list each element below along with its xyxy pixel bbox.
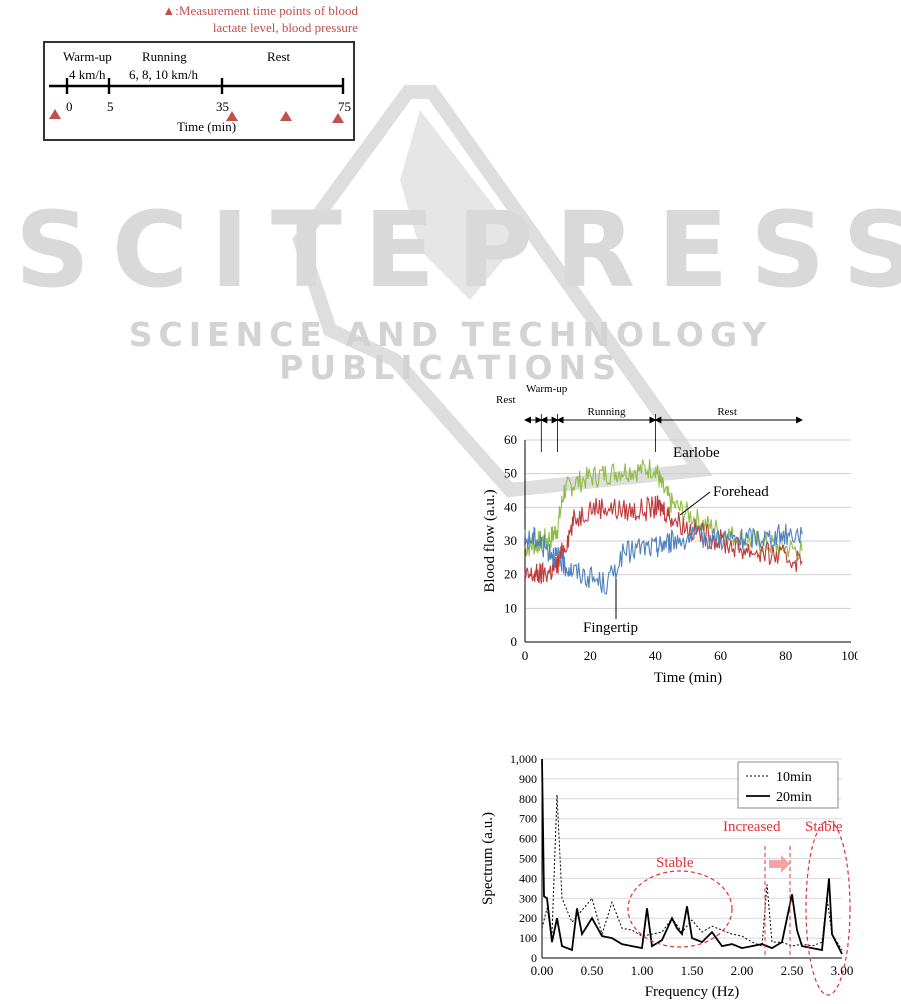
- triangle-marker-icon: ▲: [162, 3, 176, 18]
- legend-line-1: ▲:Measurement time points of blood: [138, 2, 358, 19]
- x-tick-label: 0.50: [581, 963, 604, 978]
- phase-running-label: Running: [142, 49, 187, 64]
- phase-running-speed: 6, 8, 10 km/h: [129, 67, 198, 82]
- x-axis-label: Frequency (Hz): [645, 984, 740, 1000]
- annotation-label: Stable: [656, 855, 694, 871]
- y-tick-label: 600: [519, 832, 537, 846]
- x-tick-label: 60: [714, 648, 727, 663]
- x-tick-label: 80: [779, 648, 792, 663]
- y-tick-label: 900: [519, 772, 537, 786]
- y-tick-label: 40: [504, 499, 517, 514]
- y-tick-label: 0: [531, 951, 537, 965]
- y-axis-label: Blood flow (a.u.): [482, 489, 498, 592]
- watermark-subtitle: SCIENCE AND TECHNOLOGY PUBLICATIONS: [128, 315, 773, 387]
- y-tick-label: 60: [504, 432, 517, 447]
- series-fingertip-line: [524, 523, 803, 595]
- tick-label: 75: [338, 99, 351, 114]
- legend-box: [737, 761, 839, 809]
- chart-legend: 10min 20min: [737, 761, 839, 809]
- y-tick-label: 300: [519, 891, 537, 905]
- y-tick-label: 0: [511, 634, 518, 649]
- protocol-diagram: Warm-up 4 km/h Running 6, 8, 10 km/h Res…: [43, 41, 355, 141]
- tick-label: 5: [107, 99, 114, 114]
- measurement-marker: [226, 111, 238, 121]
- measurement-marker: [49, 109, 61, 119]
- y-tick-label: 10: [504, 600, 517, 615]
- phase-label: Running: [588, 406, 626, 418]
- x-axis-label: Time (min): [654, 670, 722, 686]
- legend-label: 10min: [776, 770, 812, 785]
- protocol-legend: ▲:Measurement time points of blood lacta…: [138, 2, 358, 36]
- phase-warmup-speed: 4 km/h: [69, 67, 106, 82]
- y-tick-label: 30: [504, 533, 517, 548]
- y-axis-label: Spectrum (a.u.): [480, 812, 496, 905]
- phase-warmup-label: Warm-up: [63, 49, 112, 64]
- protocol-timeline: [49, 78, 345, 123]
- y-tick-label: 400: [519, 871, 537, 885]
- tick-label: 0: [66, 99, 73, 114]
- increase-arrow-icon: [769, 855, 790, 873]
- x-tick-label: 2.50: [781, 963, 804, 978]
- x-tick-label: 40: [649, 648, 662, 663]
- y-tick-label: 500: [519, 852, 537, 866]
- stable-region-ellipse: [627, 870, 733, 948]
- x-tick-label: 0.00: [531, 963, 554, 978]
- y-tick-label: 20: [504, 567, 517, 582]
- y-tick-label: 700: [519, 812, 537, 826]
- legend-label: 20min: [776, 790, 812, 805]
- x-tick-label: 1.50: [681, 963, 704, 978]
- phase-label: Rest: [717, 406, 737, 418]
- x-tick-label: 1.00: [631, 963, 654, 978]
- legend-text-1: :Measurement time points of blood: [175, 3, 358, 18]
- x-tick-label: 3.00: [831, 963, 854, 978]
- annotation-label: Fingertip: [583, 620, 638, 636]
- y-tick-label: 200: [519, 911, 537, 925]
- spectrum-chart: 0 100 200 300 400 500 600 700 800 900 1,000 0.00 0.5…: [480, 752, 854, 1000]
- x-tick-label: 0: [522, 648, 529, 663]
- x-tick-label: 2.00: [731, 963, 754, 978]
- y-tick-label: 800: [519, 792, 537, 806]
- y-tick-label: 1,000: [510, 752, 537, 766]
- annotation-label: Increased: [723, 819, 781, 835]
- phase-rest-label: Rest: [267, 49, 291, 64]
- measurement-marker: [280, 111, 292, 121]
- blood-flow-chart: 0 10 20 30 40 50 60 0 20 40 60 80 100 Time (min) Blood…: [482, 383, 858, 686]
- x-tick-label: 20: [584, 648, 597, 663]
- annotation-pointer: [679, 491, 711, 516]
- series-10min-line: [541, 794, 843, 951]
- x-tick-label: 100: [841, 648, 858, 663]
- series-20min-line: [541, 758, 843, 955]
- protocol-axis-label: Time (min): [177, 119, 237, 134]
- phase-label: Warm-up: [526, 383, 568, 395]
- tick-label: 35: [216, 99, 229, 114]
- watermark-word: SCITEPRESS: [15, 189, 901, 311]
- measurement-marker: [332, 113, 344, 123]
- annotation-label: Forehead: [713, 484, 769, 500]
- phase-label: Rest: [496, 394, 516, 406]
- annotation-label: Stable: [805, 819, 843, 835]
- y-tick-label: 100: [519, 931, 537, 945]
- annotation-label: Earlobe: [673, 445, 720, 461]
- y-tick-label: 50: [504, 466, 517, 481]
- stable-region-ellipse: [805, 820, 851, 996]
- legend-line-2: lactate level, blood pressure: [212, 20, 358, 35]
